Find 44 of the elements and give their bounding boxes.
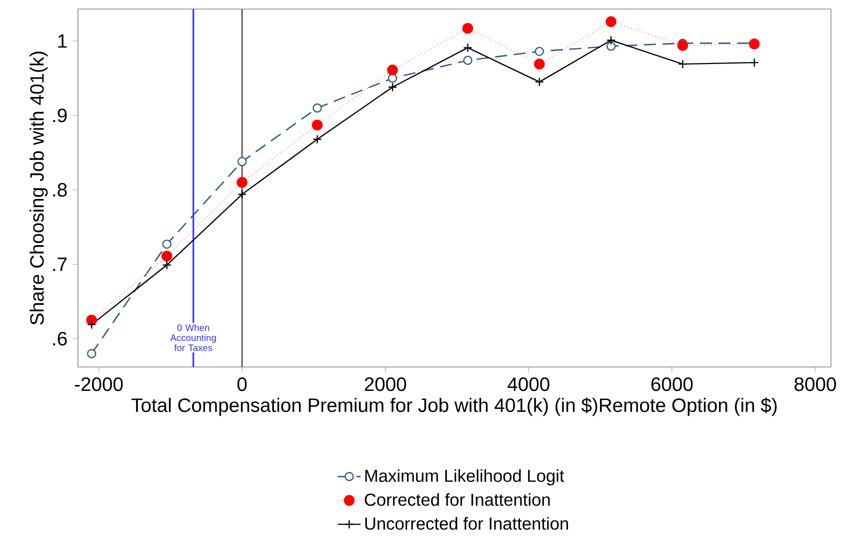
x-tick-label: 0 xyxy=(237,377,247,392)
point xyxy=(678,59,688,69)
point xyxy=(534,77,544,87)
point xyxy=(463,43,472,52)
point xyxy=(606,42,616,51)
point xyxy=(677,40,688,51)
point xyxy=(387,64,398,76)
point xyxy=(312,134,322,144)
y-tick-label: 1 xyxy=(58,34,67,48)
x-axis-title: Total Compensation Premium for Job with 401(k) (in $)Remote Option (in $) xyxy=(132,398,777,416)
point xyxy=(750,58,759,68)
point xyxy=(87,320,96,330)
ref-line-label: 0 When Accounting for Taxes xyxy=(170,324,216,352)
point xyxy=(162,260,172,270)
point xyxy=(534,46,544,56)
x-tick-label: -2000 xyxy=(74,377,123,392)
point xyxy=(237,190,247,199)
point xyxy=(161,250,172,262)
point xyxy=(237,156,247,166)
y-tick-label: .7 xyxy=(53,258,67,271)
point xyxy=(87,348,96,358)
point xyxy=(606,16,616,28)
legend-label: Corrected for Inattention xyxy=(364,493,550,506)
x-tick-label: 8000 xyxy=(794,377,836,392)
point xyxy=(463,56,472,65)
point xyxy=(312,120,323,130)
y-axis-title: Share Choosing Job with 401(k) xyxy=(30,52,48,325)
x-tick-label: 4000 xyxy=(508,377,550,392)
legend-label: Maximum Likelihood Logit xyxy=(365,469,564,486)
point xyxy=(236,177,248,188)
point xyxy=(606,36,616,45)
point xyxy=(388,82,398,92)
point xyxy=(86,314,98,326)
point xyxy=(162,240,172,249)
point xyxy=(312,103,322,113)
legend-label: Uncorrected for Inattention xyxy=(365,517,568,530)
y-tick-label: .8 xyxy=(53,182,67,197)
point xyxy=(388,74,398,83)
point xyxy=(534,58,545,70)
point xyxy=(462,22,474,34)
x-tick-label: 2000 xyxy=(364,377,406,392)
y-tick-label: .9 xyxy=(53,108,67,122)
x-tick-label: 6000 xyxy=(651,377,693,392)
y-tick-label: .6 xyxy=(53,332,67,346)
